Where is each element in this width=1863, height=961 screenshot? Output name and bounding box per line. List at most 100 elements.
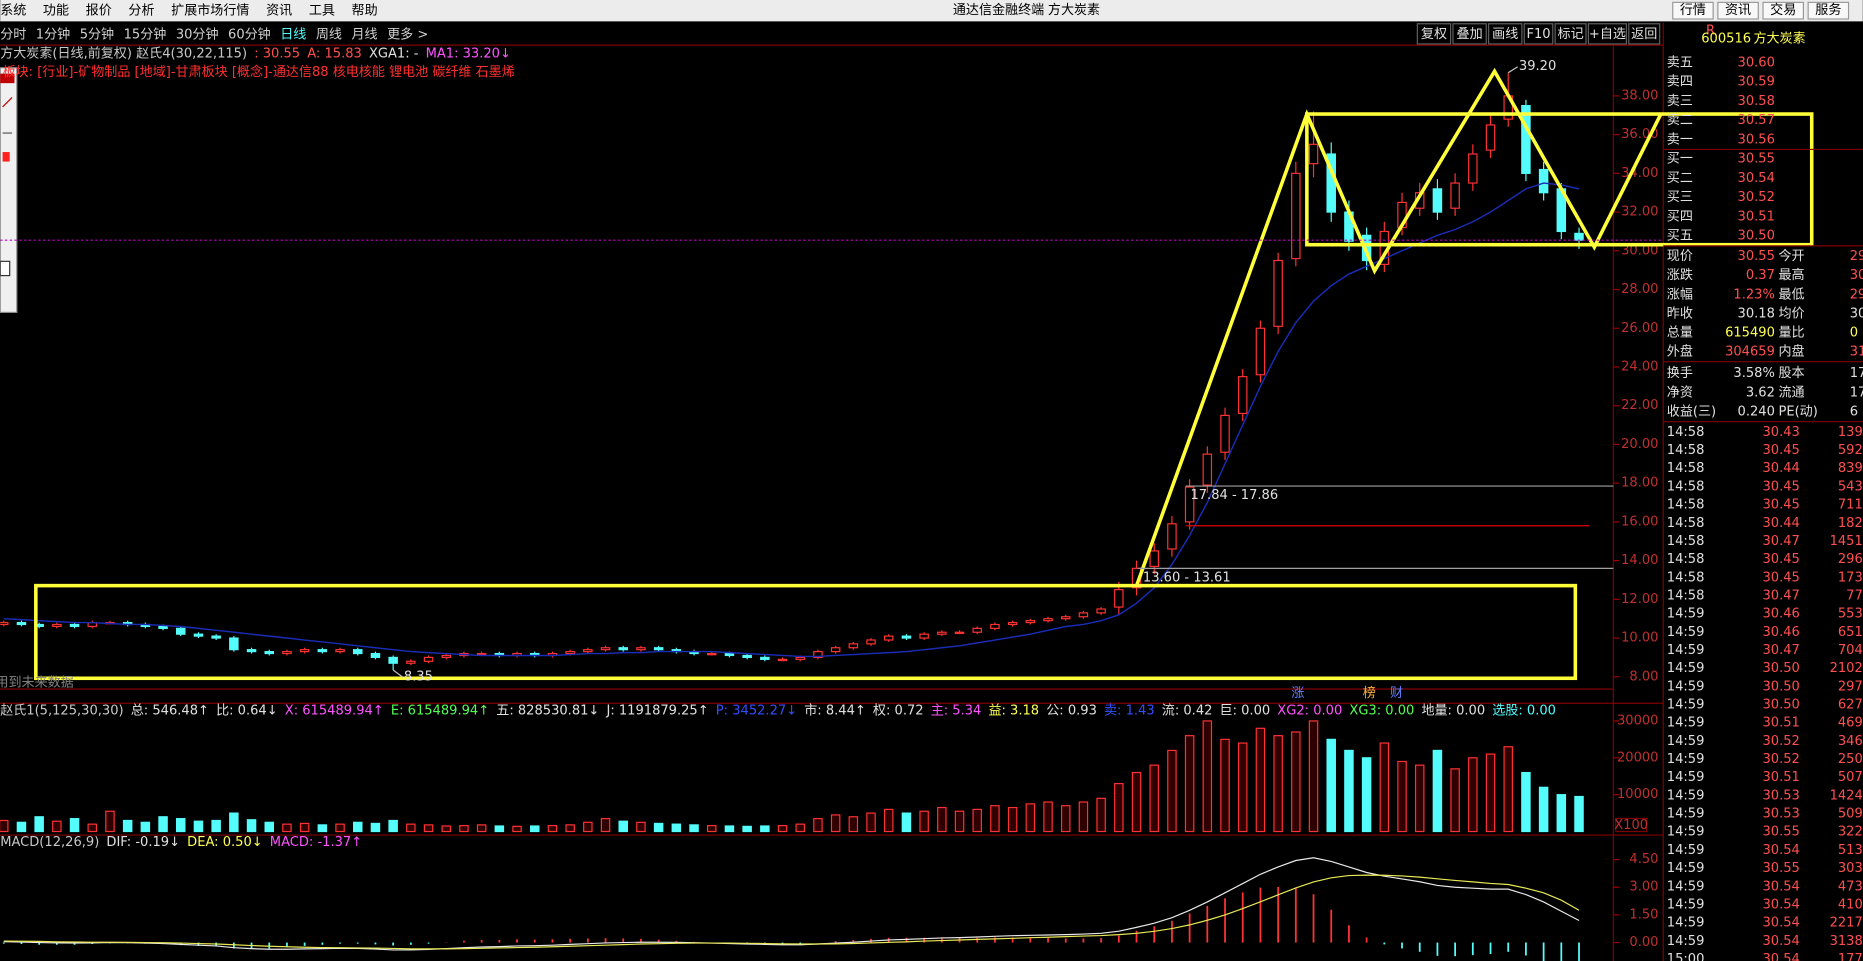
top-button-label[interactable]: 服务	[1815, 2, 1841, 18]
dea-line	[3, 874, 1580, 950]
header-item: 权: 0.72	[873, 702, 924, 718]
menu: 系统 功能 报价 分析 扩展市场行情 资讯 工具 帮助	[0, 2, 377, 18]
tool-button[interactable]	[1523, 23, 1554, 45]
stat-label: 换手	[1667, 366, 1693, 381]
period-tab[interactable]: 60分钟	[228, 26, 271, 42]
candle-body	[777, 658, 788, 662]
menu-item[interactable]: 功能	[43, 3, 69, 18]
top-buttons: 行情 资讯 交易 服务	[1672, 1, 1850, 20]
candle-body	[1432, 188, 1443, 213]
book-label: 买三	[1667, 190, 1693, 205]
tool-button[interactable]	[1587, 23, 1628, 45]
y-tick-label: 10000	[1617, 787, 1659, 802]
tool-button-label[interactable]: 叠加	[1457, 27, 1483, 42]
volume-bar	[795, 823, 805, 833]
tool-icon[interactable]	[2, 96, 13, 108]
menu-item[interactable]: 帮助	[352, 3, 378, 18]
notice: 用到未来数据	[0, 676, 74, 691]
menu-item[interactable]: 资讯	[266, 3, 292, 18]
tick-price: 30.54	[1762, 897, 1799, 912]
period-tab[interactable]: 30分钟	[176, 26, 219, 42]
tool-button-label[interactable]: F10	[1526, 27, 1550, 42]
top-button[interactable]	[1717, 1, 1759, 20]
period-tab[interactable]: 日线	[280, 27, 306, 42]
top-button[interactable]	[1762, 1, 1805, 20]
candle-body	[883, 635, 894, 641]
candle-body	[565, 651, 575, 655]
tool-icon[interactable]	[0, 260, 11, 277]
y-tick-label: 22.00	[1621, 398, 1658, 413]
tick-price: 30.51	[1762, 770, 1799, 785]
volume-bar	[1556, 794, 1567, 833]
period-tab[interactable]: 分时	[0, 27, 26, 42]
tool-button-label[interactable]: 标记	[1558, 27, 1584, 42]
toolbar-close[interactable]	[0, 73, 15, 84]
stat-label: 流通	[1778, 385, 1804, 400]
tool-button[interactable]	[1628, 23, 1661, 45]
period-tab[interactable]: 1分钟	[36, 26, 70, 42]
period-tab[interactable]: 5分钟	[80, 26, 114, 42]
header-item: 地量: 0.00	[1421, 703, 1485, 718]
volume-bar	[1361, 757, 1372, 833]
level-label: 13.60 - 13.61	[1143, 570, 1231, 585]
event-marker[interactable]: 涨	[1291, 686, 1304, 701]
top-button[interactable]	[1672, 1, 1714, 20]
book-label: 卖四	[1667, 75, 1693, 90]
volume-bar	[529, 825, 540, 833]
tick-volume: 410	[1838, 897, 1863, 912]
candle-body	[1114, 589, 1124, 608]
macd-axis: 0.00 1.50 3.00 4.50	[1613, 852, 1658, 950]
volume-bar	[848, 816, 859, 833]
ma-line	[3, 182, 1580, 658]
volume-bar	[476, 824, 487, 833]
tick-price: 30.54	[1762, 916, 1799, 931]
volume-bar	[1167, 749, 1177, 833]
header-item: : 30.55	[254, 46, 300, 61]
menu-item[interactable]: 扩展市场行情	[171, 2, 249, 18]
top-button[interactable]	[1807, 1, 1850, 20]
tool-button[interactable]	[1554, 23, 1587, 45]
candle-body	[1308, 143, 1319, 165]
volume-bar	[1414, 764, 1425, 833]
candle-body	[1202, 453, 1213, 486]
top-button-label[interactable]: 资讯	[1725, 3, 1751, 18]
tick-price: 30.50	[1762, 679, 1799, 694]
menu-item[interactable]: 系统	[0, 3, 26, 18]
top-button-label[interactable]: 行情	[1680, 3, 1706, 18]
indicator-header: 赵氏1(5,125,30,30) 总: 546.48↑ 比: 0.64↓ X: 615…	[0, 702, 1556, 718]
tool-button-label[interactable]: 返回	[1631, 27, 1657, 42]
event-marker[interactable]: 榜	[1363, 685, 1376, 701]
user-drawings	[34, 67, 1814, 681]
tool-button-label[interactable]: 画线	[1492, 27, 1518, 42]
period-tab[interactable]: 更多 >	[387, 26, 428, 42]
stat-value: 0.37	[1746, 268, 1775, 283]
top-button-label[interactable]: 交易	[1770, 2, 1796, 18]
tick-volume: 513	[1838, 843, 1863, 858]
candle-body	[282, 651, 292, 655]
drawn-zigzag	[1135, 67, 1663, 586]
tool-icon[interactable]	[2, 152, 10, 162]
candle-body	[1361, 234, 1372, 262]
period-tab[interactable]: 15分钟	[124, 26, 167, 42]
book-price: 30.52	[1738, 190, 1775, 205]
tool-button[interactable]	[1416, 23, 1452, 45]
period-tab[interactable]: 月线	[351, 27, 377, 42]
menu-item[interactable]: 工具	[309, 3, 335, 18]
menu-item[interactable]: 报价	[86, 3, 112, 18]
tool-button[interactable]	[1488, 23, 1523, 45]
stat-value: 29	[1850, 287, 1863, 302]
tool-button[interactable]	[1452, 23, 1487, 45]
candle-body	[583, 649, 593, 653]
y-tick-label: 8.00	[1629, 669, 1658, 684]
tick-volume: 1424	[1830, 788, 1863, 803]
event-marker[interactable]: 财	[1390, 686, 1403, 701]
candle-body	[954, 631, 965, 635]
stat-label: 涨跌	[1667, 267, 1693, 283]
candle-body	[211, 635, 221, 639]
period-tab[interactable]: 周线	[316, 27, 342, 42]
tool-button-label[interactable]: 复权	[1421, 26, 1447, 42]
menu-item[interactable]: 分析	[128, 3, 154, 18]
tick-volume: 839	[1838, 461, 1863, 476]
candle-body	[352, 649, 363, 655]
tool-button-label[interactable]: +自选	[1589, 27, 1626, 42]
